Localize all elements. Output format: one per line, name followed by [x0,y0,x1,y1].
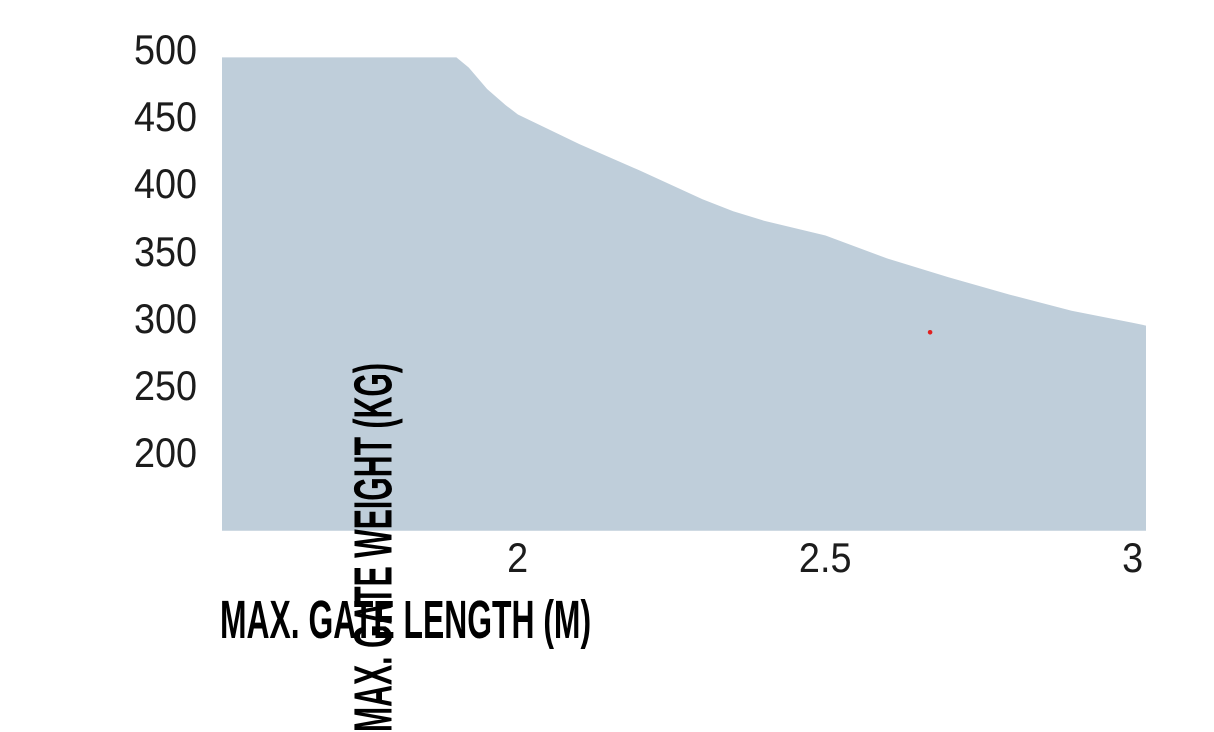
y-axis-title: MAX. GATE WEIGHT (KG) [343,363,404,732]
y-tick-label: 200 [0,428,197,478]
x-tick-label-text: 2.5 [799,534,852,581]
x-tick-label: 3 [1063,533,1203,583]
y-tick-label: 300 [0,294,197,344]
gate-weight-vs-length-chart: 500 450 400 350 300 250 200 2 2.5 3 MAX. GATE LE… [0,25,1203,732]
y-tick-label: 250 [0,361,197,411]
data-point-marker [927,330,933,335]
x-axis-title: MAX. GATE LENGTH (M) [220,590,592,650]
plot-area [222,57,1146,531]
y-tick-label: 350 [0,227,197,277]
y-tick-label: 400 [0,159,197,209]
x-tick-label: 2 [448,533,588,583]
y-tick-label-text: 350 [133,227,197,275]
y-tick-label: 500 [0,25,197,75]
allowed-region-area [222,57,1146,531]
y-tick-label-text: 500 [133,26,197,73]
y-tick-label-text: 300 [133,294,197,342]
y-tick-label-text: 450 [133,93,197,141]
y-tick-label-text: 200 [133,429,197,477]
x-tick-label-text: 2 [507,534,529,581]
y-tick-label-text: 400 [133,160,197,208]
x-tick-label: 2.5 [755,533,895,583]
y-tick-label: 450 [0,92,197,142]
x-tick-label-text: 3 [1122,534,1144,581]
y-tick-label-text: 250 [133,362,197,410]
